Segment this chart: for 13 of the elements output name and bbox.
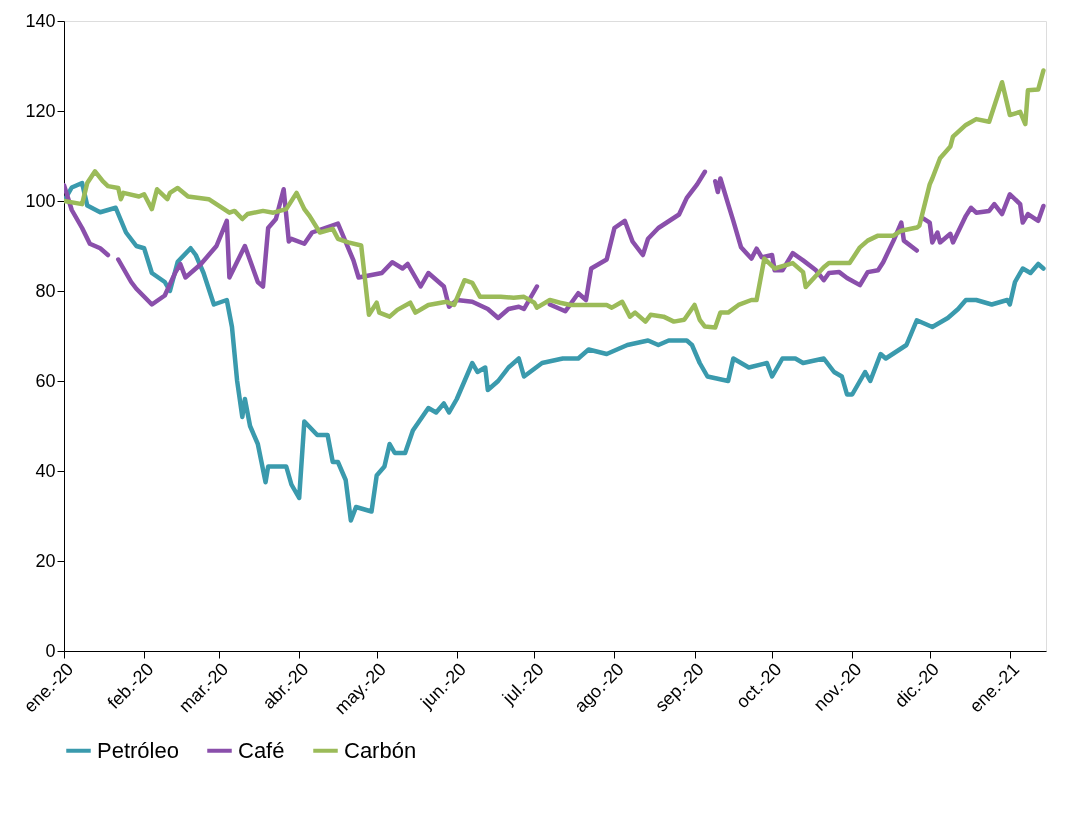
y-tick-label: 140 — [25, 10, 56, 31]
legend-label: Carbón — [344, 737, 417, 763]
line-series — [64, 180, 1046, 523]
y-tick-label: 40 — [35, 460, 56, 481]
legend-label: Petróleo — [97, 737, 179, 763]
y-tick-label: 100 — [25, 190, 56, 211]
y-tick-label: 80 — [35, 280, 56, 301]
line-series — [64, 68, 1046, 330]
y-tick-label: 60 — [35, 370, 56, 391]
y-tick-label: 20 — [35, 550, 56, 571]
y-tick-label: 120 — [25, 100, 56, 121]
legend-label: Café — [238, 737, 285, 763]
y-tick-label: 0 — [45, 640, 56, 661]
